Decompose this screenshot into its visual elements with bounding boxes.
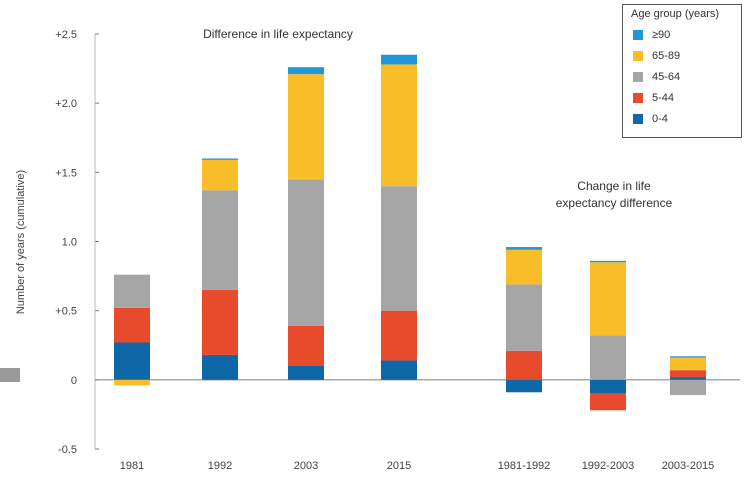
legend-swatch	[633, 113, 643, 124]
bar-segment	[506, 350, 542, 380]
bar-segment	[670, 370, 706, 378]
x-axis: 1981 1992 2003 2015 1981-1992 1992-2003 2003-2…	[120, 460, 715, 472]
y-tick-label: +1.5	[55, 167, 77, 179]
x-tick-label: 2015	[387, 460, 411, 472]
bar-segment	[114, 379, 150, 386]
legend-swatch	[633, 29, 643, 40]
bar-segment	[381, 186, 417, 311]
bar-segment	[506, 284, 542, 351]
x-tick-label: 1981-1992	[498, 460, 551, 472]
y-tick-label: +2.0	[55, 98, 77, 110]
y-tick-label: +0.5	[55, 306, 77, 318]
bar-segment	[202, 159, 238, 191]
annotation-difference-in-life-expectancy: Difference in life expectancy	[203, 27, 353, 41]
bar-segment	[114, 307, 150, 343]
legend-label: ≥90	[652, 28, 671, 41]
bar-segment	[590, 335, 626, 380]
legend-label: 5-44	[652, 91, 675, 104]
bar-segment	[288, 67, 324, 75]
bar-segment	[670, 377, 706, 380]
bar-segment	[381, 360, 417, 380]
legend-swatch	[633, 50, 643, 61]
bar-segment	[590, 260, 626, 263]
chart-bars	[114, 54, 706, 411]
legend-item: 0-4	[623, 108, 741, 129]
bar-segment	[202, 190, 238, 290]
bar-segment	[202, 158, 238, 160]
annotation-change-line-1: Change in life	[577, 179, 651, 193]
bar-segment	[670, 379, 706, 396]
bar-segment	[381, 310, 417, 361]
bar-segment	[381, 54, 417, 65]
x-tick-label: 1981	[120, 460, 144, 472]
bar-segment	[288, 325, 324, 366]
legend: Age group (years) ≥90 65-89 45-64 5-44 0-4	[622, 4, 742, 138]
legend-label: 45-64	[652, 70, 681, 83]
y-tick-label: +2.5	[55, 29, 77, 41]
y-axis: -0.5 0 +0.5 1.0 +1.5 +2.0 +2.5	[55, 29, 740, 456]
bar-segment	[202, 354, 238, 380]
bar-segment	[590, 393, 626, 411]
bar-segment	[202, 289, 238, 355]
legend-item: 45-64	[623, 66, 741, 87]
x-tick-label: 1992	[208, 460, 232, 472]
bar-segment	[506, 249, 542, 285]
y-tick-label: 1.0	[62, 237, 77, 249]
bar-segment	[114, 274, 150, 308]
y-tick-label: -0.5	[58, 444, 77, 456]
bar-segment	[288, 74, 324, 180]
x-tick-label: 1992-2003	[582, 460, 635, 472]
bar-segment	[670, 356, 706, 358]
x-tick-label: 2003	[294, 460, 318, 472]
legend-item: 5-44	[623, 87, 741, 108]
side-marker	[0, 368, 20, 382]
annotation-change-line-2: expectancy difference	[556, 196, 673, 210]
legend-item: ≥90	[623, 24, 741, 45]
legend-label: 0-4	[652, 112, 668, 125]
bar-segment	[288, 366, 324, 380]
bar-segment	[381, 64, 417, 187]
legend-swatch	[633, 71, 643, 82]
y-axis-label: Number of years (cumulative)	[15, 170, 27, 314]
bar-segment	[590, 262, 626, 336]
bar-segment	[506, 379, 542, 393]
legend-label: 65-89	[652, 49, 681, 62]
y-tick-label: 0	[71, 375, 77, 387]
legend-swatch	[633, 92, 643, 103]
bar-segment	[590, 379, 626, 394]
legend-items: ≥90 65-89 45-64 5-44 0-4	[623, 24, 741, 129]
x-tick-label: 2003-2015	[662, 460, 715, 472]
bar-segment	[114, 342, 150, 380]
bar-segment	[288, 179, 324, 326]
legend-item: 65-89	[623, 45, 741, 66]
bar-segment	[670, 357, 706, 371]
bar-segment	[506, 247, 542, 250]
legend-title: Age group (years)	[631, 8, 720, 20]
